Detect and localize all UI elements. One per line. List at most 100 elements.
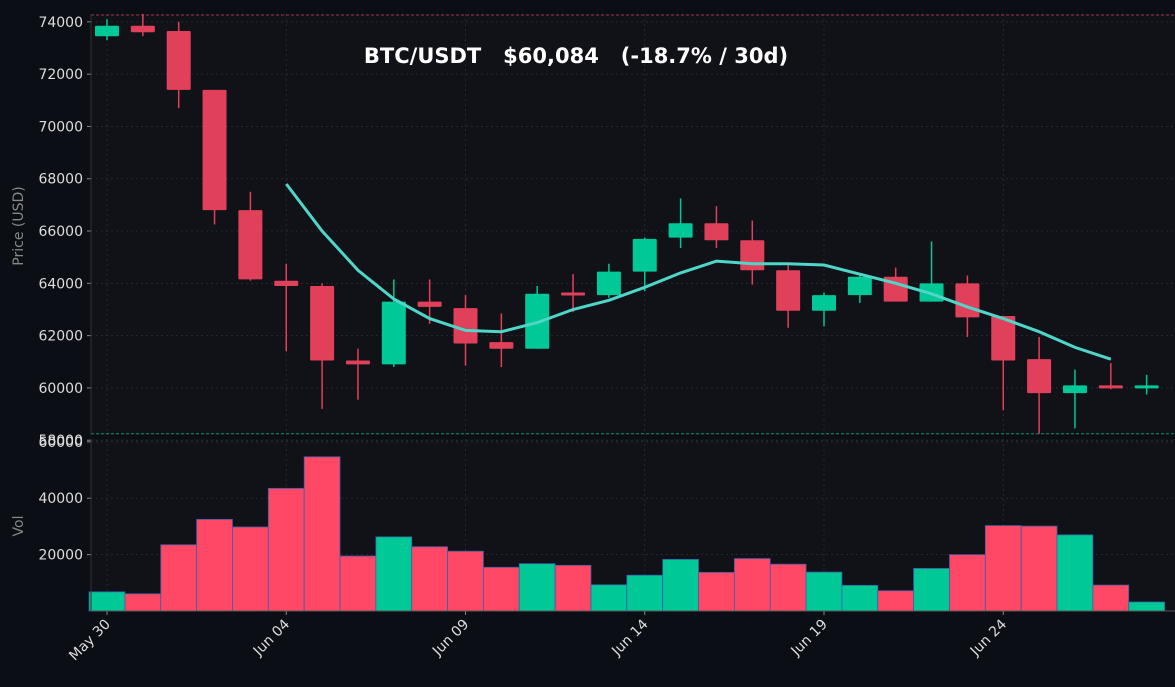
price-tick-label: 72000: [38, 67, 83, 83]
candle: [417, 279, 442, 324]
candle-body: [1134, 385, 1159, 389]
price-tick-label: 74000: [38, 15, 83, 31]
volume-bar: [88, 591, 126, 612]
volume-tick-label: 20000: [38, 548, 83, 564]
candle: [991, 316, 1016, 411]
volume-bar: [518, 563, 556, 612]
volume-bar: [733, 558, 771, 612]
volume-bar: [984, 525, 1022, 612]
candle: [847, 272, 872, 303]
volume-bar: [698, 571, 735, 612]
candle-body: [955, 283, 980, 318]
candle-body: [417, 301, 442, 307]
candle: [1027, 336, 1052, 434]
volume-bar: [160, 544, 198, 612]
volume-bar: [1128, 601, 1165, 612]
candle: [381, 279, 406, 368]
volume-bar: [769, 563, 807, 612]
volume-bar: [267, 487, 305, 612]
volume-bar: [196, 518, 233, 612]
candle-body: [381, 301, 406, 365]
candle-body: [489, 342, 514, 349]
candle: [632, 237, 657, 292]
price-panel-background: [91, 14, 1175, 435]
candle-body: [1062, 385, 1087, 394]
moving-average-line: [285, 183, 1112, 361]
candle-body: [166, 30, 191, 90]
candle-body: [561, 292, 586, 296]
x-tick-label: Jun 09: [429, 617, 472, 660]
candle: [274, 263, 299, 352]
candle-body: [1027, 359, 1052, 394]
candle: [238, 191, 263, 281]
candle-body: [668, 223, 693, 238]
volume-bar: [447, 550, 484, 612]
price-tick-label: 60000: [38, 381, 83, 397]
reference-lines: [91, 14, 1175, 435]
price-tick-label: 58000: [38, 433, 83, 449]
candle-body: [776, 270, 801, 311]
x-tick-label: Jun 04: [250, 616, 293, 659]
candle: [1098, 363, 1123, 390]
candle-body: [310, 285, 335, 361]
volume-bar: [303, 456, 341, 612]
candle: [704, 206, 729, 249]
candle-body: [130, 25, 155, 33]
volume-bar: [913, 568, 950, 612]
volume-bar: [124, 593, 162, 612]
volume-bar: [877, 590, 915, 612]
volume-bar: [339, 555, 377, 612]
volume-bar: [949, 554, 986, 612]
price-tick-label: 66000: [38, 224, 83, 240]
candle: [489, 313, 514, 368]
x-tick-label: Jun 24: [967, 616, 1010, 659]
candle: [1134, 374, 1159, 395]
candle: [668, 198, 693, 249]
candle-body: [238, 210, 263, 280]
candle: [130, 14, 155, 37]
candle-body: [812, 295, 836, 311]
volume-bar: [554, 564, 592, 612]
x-tick-label: Jun 19: [788, 617, 831, 660]
candle-body: [632, 238, 657, 272]
volume-axis-label: Vol: [11, 516, 27, 537]
volume-tick-label: 60000: [38, 435, 83, 451]
volume-bar: [1020, 525, 1058, 612]
candle-body: [274, 280, 299, 286]
x-tick-label: May 30: [66, 617, 114, 665]
price-tick-label: 68000: [38, 172, 83, 188]
candle-body: [1098, 385, 1123, 389]
candle: [1062, 369, 1087, 429]
volume-bars: [88, 456, 1165, 612]
volume-bar: [662, 559, 699, 612]
candle-body: [991, 316, 1016, 361]
candle: [525, 285, 550, 349]
price-tick-label: 70000: [38, 119, 83, 135]
volume-bar: [411, 546, 448, 612]
candle: [310, 283, 335, 409]
candle: [596, 263, 621, 298]
volume-bar: [841, 584, 879, 612]
candle-body: [345, 360, 370, 365]
candle-body: [95, 25, 119, 37]
volume-bar: [590, 584, 628, 612]
candle: [166, 21, 191, 109]
candle-body: [202, 89, 227, 211]
candle: [345, 348, 370, 400]
candle-body: [847, 276, 872, 296]
price-tick-label: 64000: [38, 276, 83, 292]
volume-bar: [232, 526, 269, 612]
volume-bar: [1056, 534, 1094, 612]
candle-body: [704, 223, 729, 241]
chart-title: BTC/USDT $60,084 (-18.7% / 30d): [364, 44, 788, 68]
volume-bar: [1092, 584, 1130, 612]
volume-bar: [805, 571, 843, 612]
candle: [776, 263, 801, 328]
candle: [202, 89, 227, 225]
candle: [812, 292, 836, 327]
price-tick-label: 62000: [38, 329, 83, 345]
candle-body: [740, 240, 765, 271]
candle: [95, 19, 119, 41]
